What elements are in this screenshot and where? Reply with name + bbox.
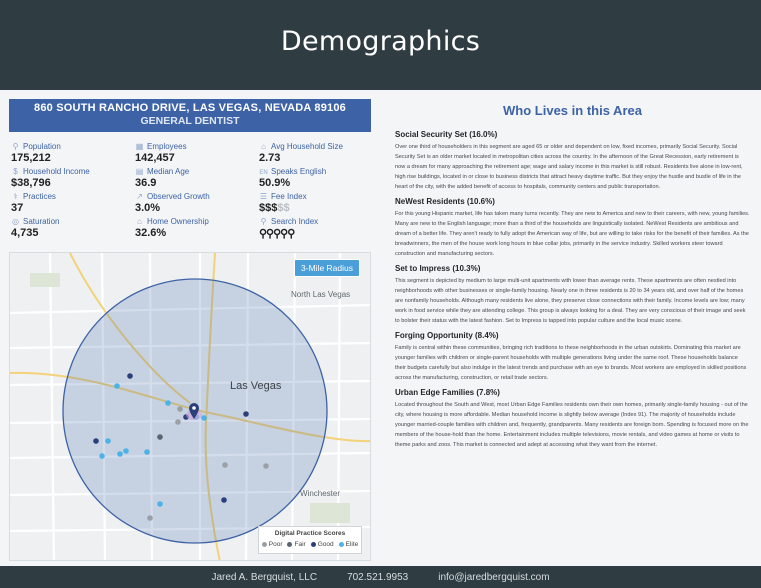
stat-value: 2.73 [259, 152, 281, 164]
segment-forging-opportunity: Forging Opportunity (8.4%) Family is cen… [395, 331, 750, 383]
stat-median-age: ▤ Median Age 36.9 [135, 167, 255, 191]
stat-population: ⚲ Population 175,212 [11, 142, 131, 166]
map-label-winchester: Winchester [300, 489, 341, 498]
stat-label: Practices [23, 192, 56, 201]
stat-label: Saturation [23, 217, 60, 226]
stat-value: 36.9 [135, 177, 157, 189]
stat-label: Employees [147, 142, 187, 151]
segment-text: Family is central within these communiti… [395, 345, 747, 381]
stat-search-index: ⚲ Search Index ⚲⚲⚲⚲⚲ [259, 217, 379, 241]
footer-phone[interactable]: 702.521.9953 [347, 571, 409, 583]
stat-value: 4,735 [11, 227, 39, 239]
segment-set-to-impress: Set to Impress (10.3%) This segment is d… [395, 264, 750, 326]
stat-value: 3.0% [135, 202, 161, 214]
stat-value: 32.6% [135, 227, 167, 239]
practice-type: GENERAL DENTIST [140, 115, 240, 127]
segment-title: Urban Edge Families (7.8%) [395, 388, 500, 397]
address-line: 860 SOUTH RANCHO DRIVE, LAS VEGAS, NEVAD… [34, 102, 346, 114]
segments-list: Social Security Set (16.0%) Over one thi… [395, 130, 750, 455]
page-body: 860 SOUTH RANCHO DRIVE, LAS VEGAS, NEVAD… [0, 90, 761, 566]
radius-badge[interactable]: 3-Mile Radius [294, 259, 360, 277]
fee-index-inactive: $$ [277, 202, 290, 214]
stat-label: Home Ownership [147, 217, 209, 226]
growth-icon: ↗ [136, 192, 143, 201]
stat-label: Speaks English [271, 167, 327, 176]
fee-index-active: $$$ [259, 202, 278, 214]
fee-index-value: $$$$$ [259, 202, 290, 214]
stat-observed-growth: ↗ Observed Growth 3.0% [135, 192, 255, 216]
stat-speaks-english: EN Speaks English 50.9% [259, 167, 379, 191]
employees-icon: ▦ [135, 142, 144, 151]
segment-text: Over one third of householders in this s… [395, 144, 743, 190]
stat-home-ownership: ⌂ Home Ownership 32.6% [135, 217, 255, 241]
stat-label: Observed Growth [147, 192, 210, 201]
person-icon: ⚲ [12, 142, 19, 151]
poor-dot-icon [261, 541, 267, 547]
legend-item-fair: Fair [287, 541, 306, 548]
stat-saturation: ◎ Saturation 4,735 [11, 217, 131, 241]
fair-dot-icon [287, 541, 293, 547]
segment-social-security-set: Social Security Set (16.0%) Over one thi… [395, 130, 750, 192]
stat-value: 142,457 [135, 152, 175, 164]
footer-email[interactable]: info@jaredbergquist.com [438, 571, 550, 583]
income-icon: $ [13, 167, 18, 176]
search-index-icons: ⚲⚲⚲⚲⚲ [259, 228, 295, 240]
stat-household-income: $ Household Income $38,796 [11, 167, 131, 191]
search-index-icon: ⚲ [260, 217, 267, 226]
footer-bar: Jared A. Bergquist, LLC 702.521.9953 inf… [0, 566, 761, 588]
legend-item-poor: Poor [261, 541, 282, 548]
who-lives-title: Who Lives in this Area [503, 103, 642, 118]
practice-score-legend: Digital Practice Scores Poor Fair Good E… [258, 526, 362, 554]
segment-urban-edge-families: Urban Edge Families (7.8%) Located throu… [395, 388, 750, 450]
stat-label: Fee Index [271, 192, 307, 201]
stat-value: $38,796 [11, 177, 51, 189]
segment-title: Set to Impress (10.3%) [395, 264, 481, 273]
stat-label: Population [23, 142, 61, 151]
address-banner: 860 SOUTH RANCHO DRIVE, LAS VEGAS, NEVAD… [9, 99, 371, 132]
map-canvas [10, 253, 370, 560]
legend-item-good: Good [310, 541, 334, 548]
segment-text: This segment is depicted by medium to la… [395, 278, 746, 324]
fee-index-icon: ☰ [259, 192, 268, 201]
map-label-north-las-vegas: North Las Vegas [291, 290, 351, 299]
segment-text: For this young Hispanic market, life has… [395, 211, 750, 257]
page-title: Demographics [280, 26, 481, 57]
elite-dot-icon [338, 541, 344, 547]
stat-value: 50.9% [259, 177, 291, 189]
home-ownership-icon: ⌂ [137, 217, 142, 226]
stat-label: Median Age [147, 167, 190, 176]
location-pin [186, 403, 202, 420]
segment-text: Located throughout the South and West, m… [395, 402, 749, 448]
good-dot-icon [310, 541, 316, 547]
stat-value: 175,212 [11, 152, 51, 164]
radius-map[interactable]: 3-Mile Radius North Las Vegas Las Vegas … [9, 252, 371, 561]
legend-item-elite: Elite [338, 541, 358, 548]
stat-label: Avg Household Size [271, 142, 343, 151]
language-icon: EN [259, 170, 268, 176]
segment-title: Forging Opportunity (8.4%) [395, 331, 499, 340]
stat-value: 37 [11, 202, 24, 214]
segment-newest-residents: NeWest Residents (10.6%) For this young … [395, 197, 750, 259]
segment-title: NeWest Residents (10.6%) [395, 197, 495, 206]
practices-icon: ⚕ [13, 192, 18, 201]
stat-fee-index: ☰ Fee Index $$$$$ [259, 192, 379, 216]
stat-practices: ⚕ Practices 37 [11, 192, 131, 216]
stat-label: Search Index [271, 217, 319, 226]
stat-label: Household Income [23, 167, 90, 176]
map-label-las-vegas: Las Vegas [230, 380, 282, 392]
stat-employees: ▦ Employees 142,457 [135, 142, 255, 166]
segment-title: Social Security Set (16.0%) [395, 130, 498, 139]
household-size-icon: ⌂ [261, 142, 266, 151]
legend-title: Digital Practice Scores [274, 530, 346, 537]
stat-avg-household-size: ⌂ Avg Household Size 2.73 [259, 142, 379, 166]
header-bar: Demographics [0, 0, 761, 90]
footer-name: Jared A. Bergquist, LLC [211, 571, 318, 583]
calendar-icon: ▤ [135, 167, 144, 176]
saturation-icon: ◎ [12, 217, 19, 226]
